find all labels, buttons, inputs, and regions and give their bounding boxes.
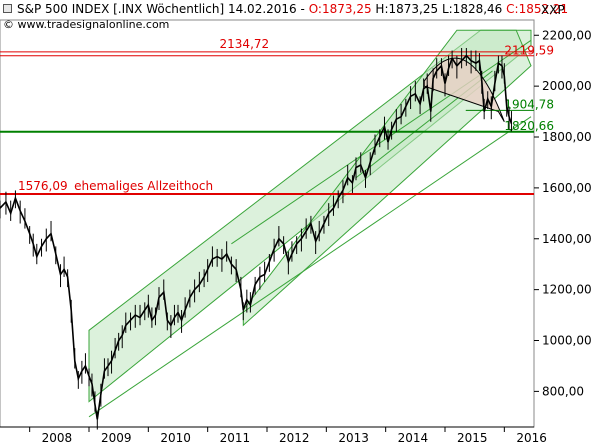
lower-trendline — [88, 116, 532, 418]
y-tick-label: 1800,00 — [542, 130, 592, 144]
chart-header: S&P 500 INDEX [.INX Wöchentlich] 14.02.2… — [17, 2, 568, 16]
y-tick-label: 1200,00 — [542, 283, 592, 297]
date-label: 14.02.2016 — [227, 2, 297, 16]
instrument-name: S&P 500 INDEX [.INX — [17, 2, 143, 16]
level-label: 1904,78 — [504, 97, 554, 111]
open-value: O:1873,25 — [308, 2, 372, 16]
x-tick-label: 2015 — [457, 431, 488, 445]
level-label: 2134,72 — [220, 37, 270, 51]
x-tick-label: 2011 — [220, 431, 251, 445]
x-tick-label: 2012 — [279, 431, 310, 445]
price-line — [0, 54, 513, 420]
annotation-label: ehemaliges Allzeithoch — [74, 179, 213, 193]
website-line: © www.tradesignalonline.com — [3, 18, 169, 31]
low-value: L:1828,46 — [441, 2, 503, 16]
x-tick-label: 2016 — [516, 431, 547, 445]
y-tick-label: 2200,00 — [542, 28, 592, 42]
y-tick-label: 800,00 — [542, 384, 584, 398]
website-link[interactable]: www.tradesignalonline.com — [17, 18, 170, 31]
y-tick-label: 2000,00 — [542, 79, 592, 93]
axis-unit-label: XXP — [541, 3, 565, 17]
period-label: Wöchentlich] — [146, 2, 225, 16]
y-tick-label: 1000,00 — [542, 334, 592, 348]
y-tick-label: 1400,00 — [542, 232, 592, 246]
x-tick-label: 2013 — [338, 431, 369, 445]
high-value: H:1873,25 — [375, 2, 439, 16]
x-tick-label: 2009 — [101, 431, 132, 445]
level-label: 1576,09 — [18, 179, 68, 193]
close-value: C:1852,21 — [506, 2, 569, 16]
x-tick-label: 2014 — [398, 431, 429, 445]
x-tick-label: 2008 — [42, 431, 73, 445]
x-tick-label: 2010 — [160, 431, 191, 445]
separator: - — [300, 2, 305, 16]
copyright-icon: © — [3, 18, 14, 31]
level-label: 1820,66 — [504, 119, 554, 133]
level-label: 2119,59 — [504, 44, 554, 58]
window-menu-icon[interactable] — [3, 4, 12, 13]
y-tick-label: 1600,00 — [542, 181, 592, 195]
